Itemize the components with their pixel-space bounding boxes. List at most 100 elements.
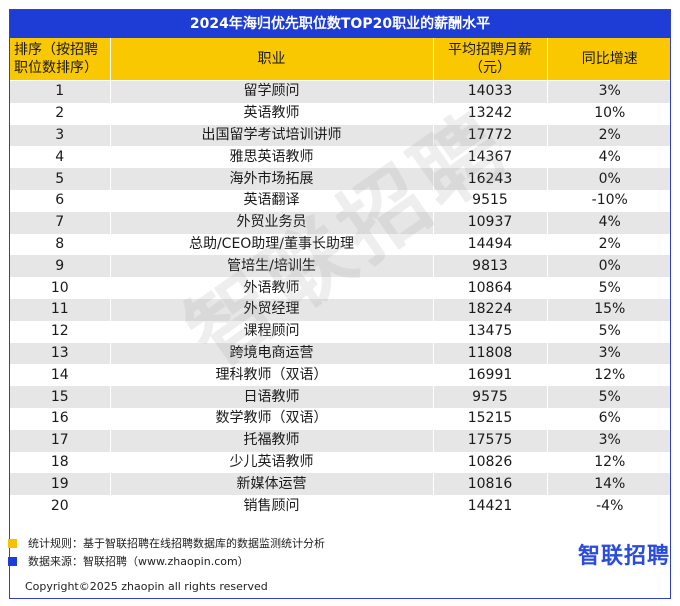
job-cell: 数学教师（双语） [110,407,434,430]
rank-cell: 7 [10,211,111,234]
table-row: 20 销售顾问 14421 -4% [10,495,670,517]
table-body: 1 留学顾问 14033 3% 2 英语教师 13242 10% 3 出国留学考试培训讲师 1777… [10,80,670,517]
growth-cell: -4% [547,495,670,517]
job-cell: 管培生/培训生 [110,255,434,278]
table-row: 19 新媒体运营 10816 14% [10,473,670,496]
rank-cell: 11 [10,298,111,321]
rank-cell: 13 [10,342,111,365]
salary-cell: 14421 [433,495,548,517]
job-cell: 托福教师 [110,429,434,452]
rank-cell: 5 [10,168,111,190]
growth-cell: 10% [547,102,670,125]
rank-cell: 4 [10,146,111,169]
table-row: 9 管培生/培训生 9813 0% [10,255,670,278]
job-cell: 外语教师 [110,277,434,299]
table-row: 17 托福教师 17575 3% [10,429,670,452]
job-cell: 新媒体运营 [110,473,434,496]
growth-cell: 15% [547,298,670,321]
growth-cell: 0% [547,168,670,190]
growth-cell: 5% [547,320,670,343]
rank-cell: 19 [10,473,111,496]
table-row: 10 外语教师 10864 5% [10,277,670,299]
growth-cell: 12% [547,451,670,474]
growth-cell: 3% [547,80,670,103]
rank-cell: 10 [10,277,111,299]
job-cell: 英语翻译 [110,189,434,212]
salary-cell: 10826 [433,451,548,474]
copyright: Copyright©2025 zhaopin all rights reserv… [25,580,268,593]
salary-cell: 13242 [433,102,548,125]
salary-cell: 10864 [433,277,548,299]
growth-cell: 5% [547,386,670,408]
job-cell: 课程顾问 [110,320,434,343]
salary-cell: 14033 [433,80,548,103]
table-frame: 2024年海归优先职位数TOP20职业的薪酬水平 排序（按招聘职位数排序） 职业… [9,9,671,599]
salary-cell: 10937 [433,211,548,234]
job-cell: 销售顾问 [110,495,434,517]
table-row: 14 理科教师（双语） 16991 12% [10,364,670,387]
salary-cell: 13475 [433,320,548,343]
table-row: 13 跨境电商运营 11808 3% [10,342,670,365]
growth-cell: 4% [547,211,670,234]
growth-header: 同比增速 [547,38,670,81]
salary-cell: 17772 [433,124,548,147]
job-cell: 英语教师 [110,102,434,125]
salary-table: 排序（按招聘职位数排序） 职业 平均招聘月薪（元） 同比增速 1 留学顾问 1403… [10,38,670,517]
table-row: 3 出国留学考试培训讲师 17772 2% [10,124,670,147]
table-row: 12 课程顾问 13475 5% [10,320,670,343]
table-row: 6 英语翻译 9515 -10% [10,189,670,212]
yellow-square-icon [8,538,17,548]
rank-cell: 3 [10,124,111,147]
note-rule-text: 统计规则：基于智联招聘在线招聘数据库的数据监测统计分析 [28,537,325,550]
rank-cell: 2 [10,102,111,125]
job-cell: 总助/CEO助理/董事长助理 [110,233,434,256]
rank-cell: 6 [10,189,111,212]
salary-cell: 14367 [433,146,548,169]
job-cell: 少儿英语教师 [110,451,434,474]
growth-cell: 12% [547,364,670,387]
table-row: 11 外贸经理 18224 15% [10,298,670,321]
job-cell: 留学顾问 [110,80,434,103]
job-cell: 雅思英语教师 [110,146,434,169]
job-header: 职业 [110,38,434,81]
table-row: 8 总助/CEO助理/董事长助理 14494 2% [10,233,670,256]
rank-header: 排序（按招聘职位数排序） [10,38,111,81]
table-row: 2 英语教师 13242 10% [10,102,670,125]
salary-cell: 17575 [433,429,548,452]
salary-cell: 11808 [433,342,548,365]
blue-square-icon [8,556,17,566]
job-cell: 理科教师（双语） [110,364,434,387]
table-row: 1 留学顾问 14033 3% [10,80,670,103]
rank-cell: 14 [10,364,111,387]
growth-cell: 4% [547,146,670,169]
rank-cell: 8 [10,233,111,256]
salary-cell: 9515 [433,189,548,212]
note-source-text: 数据来源：智联招聘（www.zhaopin.com） [28,555,249,568]
table-row: 15 日语教师 9575 5% [10,386,670,408]
zhaopin-logo: 智联招聘 [577,544,670,569]
note-source: 数据来源：智联招聘（www.zhaopin.com） [8,552,325,570]
job-cell: 海外市场拓展 [110,168,434,190]
rank-cell: 15 [10,386,111,408]
job-cell: 外贸经理 [110,298,434,321]
growth-cell: -10% [547,189,670,212]
table-row: 16 数学教师（双语） 15215 6% [10,407,670,430]
growth-cell: 0% [547,255,670,278]
table-title: 2024年海归优先职位数TOP20职业的薪酬水平 [10,10,670,38]
rank-cell: 1 [10,80,111,103]
table-row: 7 外贸业务员 10937 4% [10,211,670,234]
table-row: 4 雅思英语教师 14367 4% [10,146,670,169]
salary-cell: 16991 [433,364,548,387]
salary-cell: 15215 [433,407,548,430]
job-cell: 外贸业务员 [110,211,434,234]
salary-cell: 14494 [433,233,548,256]
footnotes: 统计规则：基于智联招聘在线招聘数据库的数据监测统计分析 数据来源：智联招聘（ww… [8,534,325,570]
rank-cell: 9 [10,255,111,278]
job-cell: 出国留学考试培训讲师 [110,124,434,147]
salary-cell: 9575 [433,386,548,408]
rank-cell: 17 [10,429,111,452]
growth-cell: 3% [547,342,670,365]
job-cell: 日语教师 [110,386,434,408]
table-row: 5 海外市场拓展 16243 0% [10,168,670,190]
rank-cell: 20 [10,495,111,517]
